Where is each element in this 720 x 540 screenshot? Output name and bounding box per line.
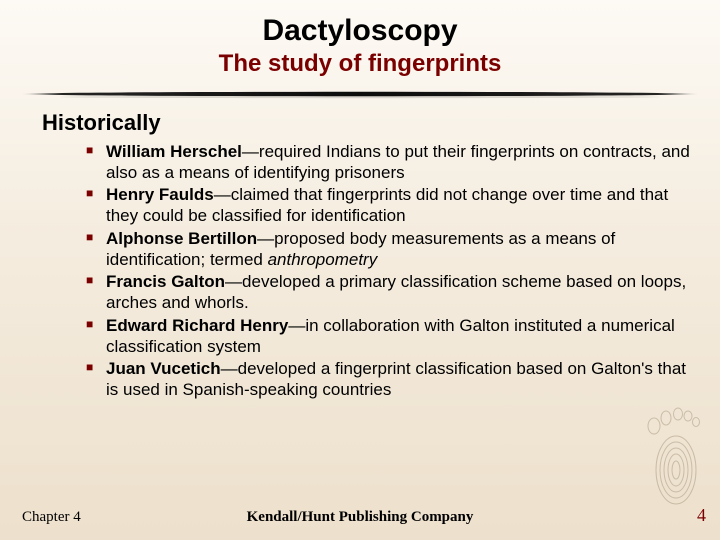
page-number: 4 [697, 505, 706, 526]
emphasized-term: anthropometry [268, 250, 378, 269]
publisher-label: Kendall/Hunt Publishing Company [0, 509, 720, 526]
list-item: Alphonse Bertillon—proposed body measure… [86, 229, 690, 270]
person-name: Edward Richard Henry [106, 316, 288, 335]
list-item: Henry Faulds—claimed that fingerprints d… [86, 185, 690, 226]
list-item: Edward Richard Henry—in collaboration wi… [86, 316, 690, 357]
footprint-icon [632, 392, 712, 512]
slide-title: Dactyloscopy [0, 14, 720, 48]
person-name: Alphonse Bertillon [106, 229, 257, 248]
person-name: Juan Vucetich [106, 359, 221, 378]
slide-subtitle: The study of fingerprints [0, 50, 720, 78]
person-name: Francis Galton [106, 272, 225, 291]
slide-footer: Chapter 4 Kendall/Hunt Publishing Compan… [0, 504, 720, 526]
person-name: William Herschel [106, 142, 242, 161]
section-heading: Historically [42, 110, 720, 136]
list-item: Juan Vucetich—developed a fingerprint cl… [86, 359, 690, 400]
person-name: Henry Faulds [106, 185, 214, 204]
list-item: William Herschel—required Indians to put… [86, 142, 690, 183]
slide: Dactyloscopy The study of fingerprints H… [0, 0, 720, 540]
bullet-list: William Herschel—required Indians to put… [86, 142, 690, 401]
horizontal-rule [20, 88, 700, 100]
list-item: Francis Galton—developed a primary class… [86, 272, 690, 313]
